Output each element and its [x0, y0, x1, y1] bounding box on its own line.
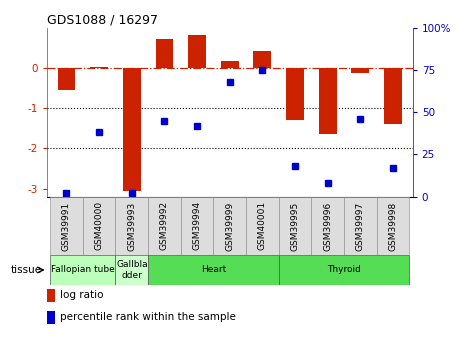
Text: Thyroid: Thyroid [327, 265, 361, 275]
Bar [319, 68, 337, 134]
Bar [148, 197, 181, 255]
Bar [123, 68, 141, 191]
Bar [279, 197, 311, 255]
Bar [50, 197, 83, 255]
Bar [50, 255, 115, 285]
Bar [286, 68, 304, 120]
Text: Gallbla
dder: Gallbla dder [116, 260, 148, 280]
Bar [58, 68, 76, 90]
Bar [83, 197, 115, 255]
Text: GSM39991: GSM39991 [62, 201, 71, 250]
Bar [148, 255, 279, 285]
Text: GSM39998: GSM39998 [389, 201, 398, 250]
Text: tissue: tissue [11, 265, 42, 275]
Bar [181, 197, 213, 255]
Text: log ratio: log ratio [60, 290, 103, 300]
Text: GSM39993: GSM39993 [127, 201, 136, 250]
Bar [47, 311, 55, 324]
Text: GSM39995: GSM39995 [291, 201, 300, 250]
Bar [221, 61, 239, 68]
Text: GSM39997: GSM39997 [356, 201, 365, 250]
Bar [156, 39, 174, 68]
Bar [253, 51, 272, 68]
Bar [351, 68, 370, 73]
Text: GSM39992: GSM39992 [160, 201, 169, 250]
Text: GSM40001: GSM40001 [258, 201, 267, 250]
Bar [213, 197, 246, 255]
Bar [344, 197, 377, 255]
Text: GSM39994: GSM39994 [193, 201, 202, 250]
Bar [47, 289, 55, 302]
Bar [115, 255, 148, 285]
Text: percentile rank within the sample: percentile rank within the sample [60, 312, 235, 322]
Bar [384, 68, 402, 124]
Bar [279, 255, 409, 285]
Text: Heart: Heart [201, 265, 226, 275]
Bar [188, 35, 206, 68]
Text: GSM39999: GSM39999 [225, 201, 234, 250]
Text: GSM39996: GSM39996 [323, 201, 333, 250]
Text: GDS1088 / 16297: GDS1088 / 16297 [47, 13, 158, 27]
Text: Fallopian tube: Fallopian tube [51, 265, 115, 275]
Text: GSM40000: GSM40000 [95, 201, 104, 250]
Bar [311, 197, 344, 255]
Bar [377, 197, 409, 255]
Bar [90, 67, 108, 68]
Bar [115, 197, 148, 255]
Bar [246, 197, 279, 255]
